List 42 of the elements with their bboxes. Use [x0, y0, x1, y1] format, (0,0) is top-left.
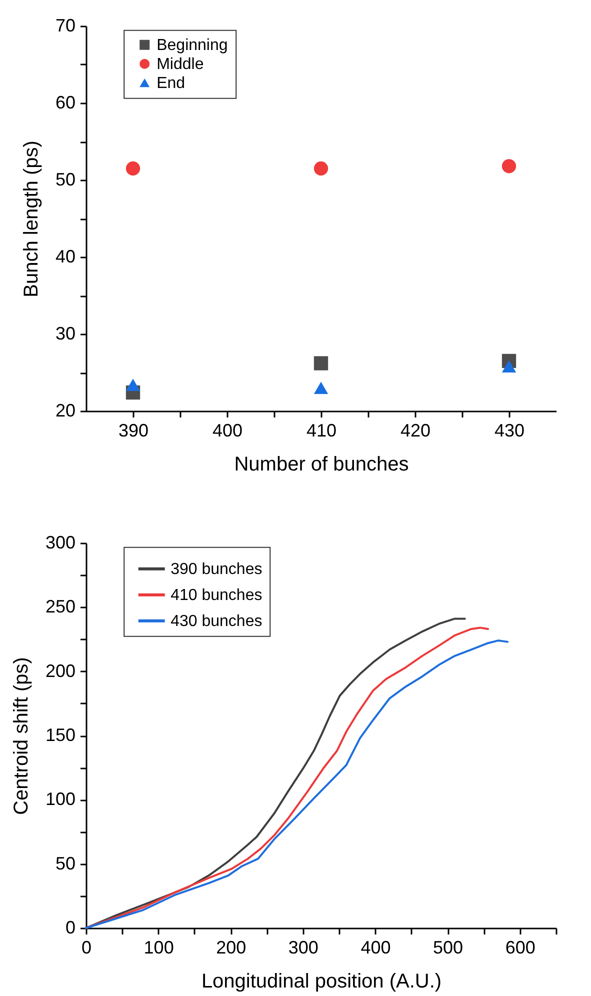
y-axis-title: Bunch length (ps)	[20, 140, 42, 298]
y-tick-label: 50	[55, 853, 76, 874]
x-tick-label: 600	[505, 938, 536, 958]
point	[126, 161, 140, 176]
point	[314, 382, 328, 394]
y-tick-label: 40	[55, 246, 76, 266]
y-tick-label: 250	[45, 596, 76, 617]
x-tick-label: 430	[494, 420, 525, 440]
legend-label: 410 bunches	[170, 586, 262, 604]
x-tick-label: 390	[118, 420, 149, 440]
legend-label: 390 bunches	[170, 560, 262, 578]
x-tick-label: 0	[81, 938, 92, 958]
y-tick-label: 300	[45, 532, 76, 552]
x-tick-label: 410	[306, 420, 337, 440]
y-tick-label: 50	[55, 170, 76, 190]
point	[126, 378, 140, 391]
y-tick-label: 60	[55, 92, 76, 112]
y-tick-label: 20	[55, 400, 76, 420]
point	[314, 161, 328, 176]
x-axis-title: Number of bunches	[234, 454, 409, 476]
y-axis-title: Centroid shift (ps)	[10, 657, 32, 815]
legend-label: Middle	[156, 56, 204, 73]
x-axis-title: Longitudinal position (A.U.)	[201, 970, 442, 992]
y-tick-label: 200	[45, 660, 76, 681]
legend-label: End	[156, 74, 186, 92]
y-tick-label: 70	[55, 16, 76, 36]
x-tick-label: 500	[433, 938, 464, 958]
legend-label: 430 bunches	[170, 612, 262, 630]
x-tick-label: 400	[360, 938, 391, 958]
point	[502, 360, 516, 372]
legend-label: Beginning	[156, 36, 228, 54]
point	[314, 356, 328, 370]
x-tick-label: 300	[288, 938, 318, 958]
x-tick-label: 200	[216, 938, 246, 958]
y-tick-label: 0	[65, 918, 76, 938]
y-tick-label: 150	[45, 725, 76, 745]
y-tick-label: 100	[45, 789, 76, 810]
x-tick-label: 400	[212, 420, 243, 440]
y-tick-label: 30	[55, 324, 76, 344]
point	[502, 159, 516, 174]
x-tick-label: 420	[400, 420, 431, 440]
x-tick-label: 100	[144, 938, 174, 958]
